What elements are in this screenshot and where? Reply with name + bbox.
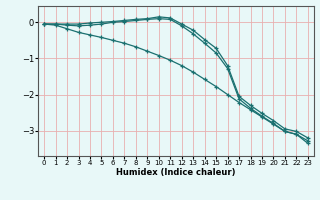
X-axis label: Humidex (Indice chaleur): Humidex (Indice chaleur) bbox=[116, 168, 236, 177]
